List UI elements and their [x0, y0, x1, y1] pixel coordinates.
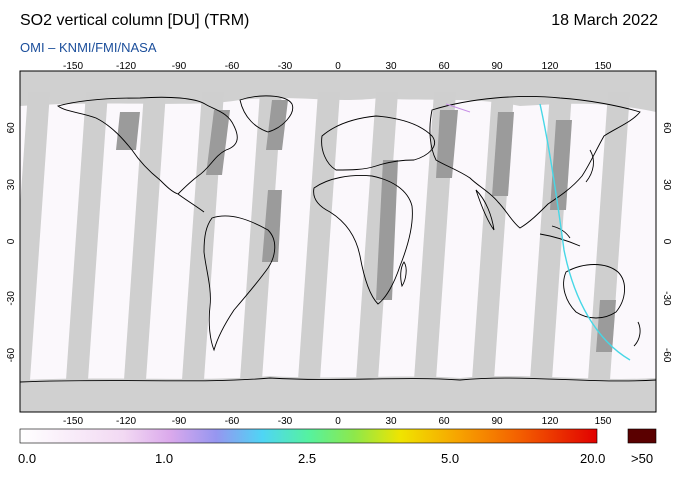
lon-tick-label: 60	[438, 416, 450, 427]
lat-ticks-left: 60 30 0 -30 -60	[6, 122, 17, 363]
lon-tick-label: 90	[491, 61, 503, 72]
lon-tick-label: 0	[335, 61, 341, 72]
land-over-gaps	[116, 100, 616, 352]
antarctic-no-data	[20, 376, 656, 412]
lon-tick-label: 90	[491, 416, 503, 427]
source-credit: OMI – KNMI/FMI/NASA	[20, 40, 157, 55]
lon-tick-label: -30	[278, 416, 293, 427]
lon-tick-label: -150	[63, 416, 83, 427]
lat-ticks-right: 60 30 0 -30 -60	[661, 122, 672, 363]
lon-tick-label: -120	[116, 61, 136, 72]
colorbar-label-0: 0.0	[18, 451, 37, 466]
lon-tick-label: 0	[335, 416, 341, 427]
lat-tick-label: 60	[6, 122, 17, 134]
lon-tick-label: 60	[438, 61, 450, 72]
lon-tick-label: 30	[385, 416, 397, 427]
lat-tick-label: -60	[6, 348, 17, 363]
lat-tick-label: 60	[661, 122, 672, 134]
lon-tick-label: -60	[225, 416, 240, 427]
colorbar-label-2: 2.5	[298, 451, 317, 466]
colorbar-overflow-label: >50	[631, 451, 654, 466]
lon-tick-label: -60	[225, 61, 240, 72]
lat-tick-label: 0	[6, 238, 17, 244]
colorbar-label-4: 20.0	[580, 451, 606, 466]
lon-tick-label: -30	[278, 61, 293, 72]
colorbar	[19, 428, 598, 444]
lon-ticks-bottom: -150 -120 -90 -60 -30 0 30 60 90 120 150	[63, 416, 612, 427]
page-title: SO2 vertical column [DU] (TRM)	[20, 12, 250, 29]
lon-tick-label: 30	[385, 61, 397, 72]
lat-tick-label: 30	[661, 179, 672, 191]
lon-tick-label: -120	[116, 416, 136, 427]
lat-tick-label: -30	[6, 291, 17, 306]
colorbar-label-1: 1.0	[155, 451, 174, 466]
lon-tick-label: -150	[63, 61, 83, 72]
colorbar-overflow	[627, 428, 657, 444]
lon-tick-label: 150	[595, 61, 612, 72]
lon-ticks-top: -150 -120 -90 -60 -30 0 30 60 90 120 150	[63, 61, 612, 72]
colorbar-label-3: 5.0	[441, 451, 460, 466]
lat-tick-label: -30	[661, 291, 672, 306]
so2-trace	[539, 103, 631, 361]
lat-tick-label: 0	[661, 239, 672, 245]
lon-tick-label: 120	[542, 416, 559, 427]
so2-trace-north	[445, 103, 471, 113]
lon-tick-label: -90	[172, 416, 187, 427]
map-frame	[19, 70, 657, 413]
date-label: 18 March 2022	[551, 12, 658, 29]
lon-tick-label: 150	[595, 416, 612, 427]
lat-tick-label: 30	[6, 179, 17, 191]
lon-tick-label: -90	[172, 61, 187, 72]
lon-tick-label: 120	[542, 61, 559, 72]
lat-tick-label: -60	[661, 348, 672, 363]
